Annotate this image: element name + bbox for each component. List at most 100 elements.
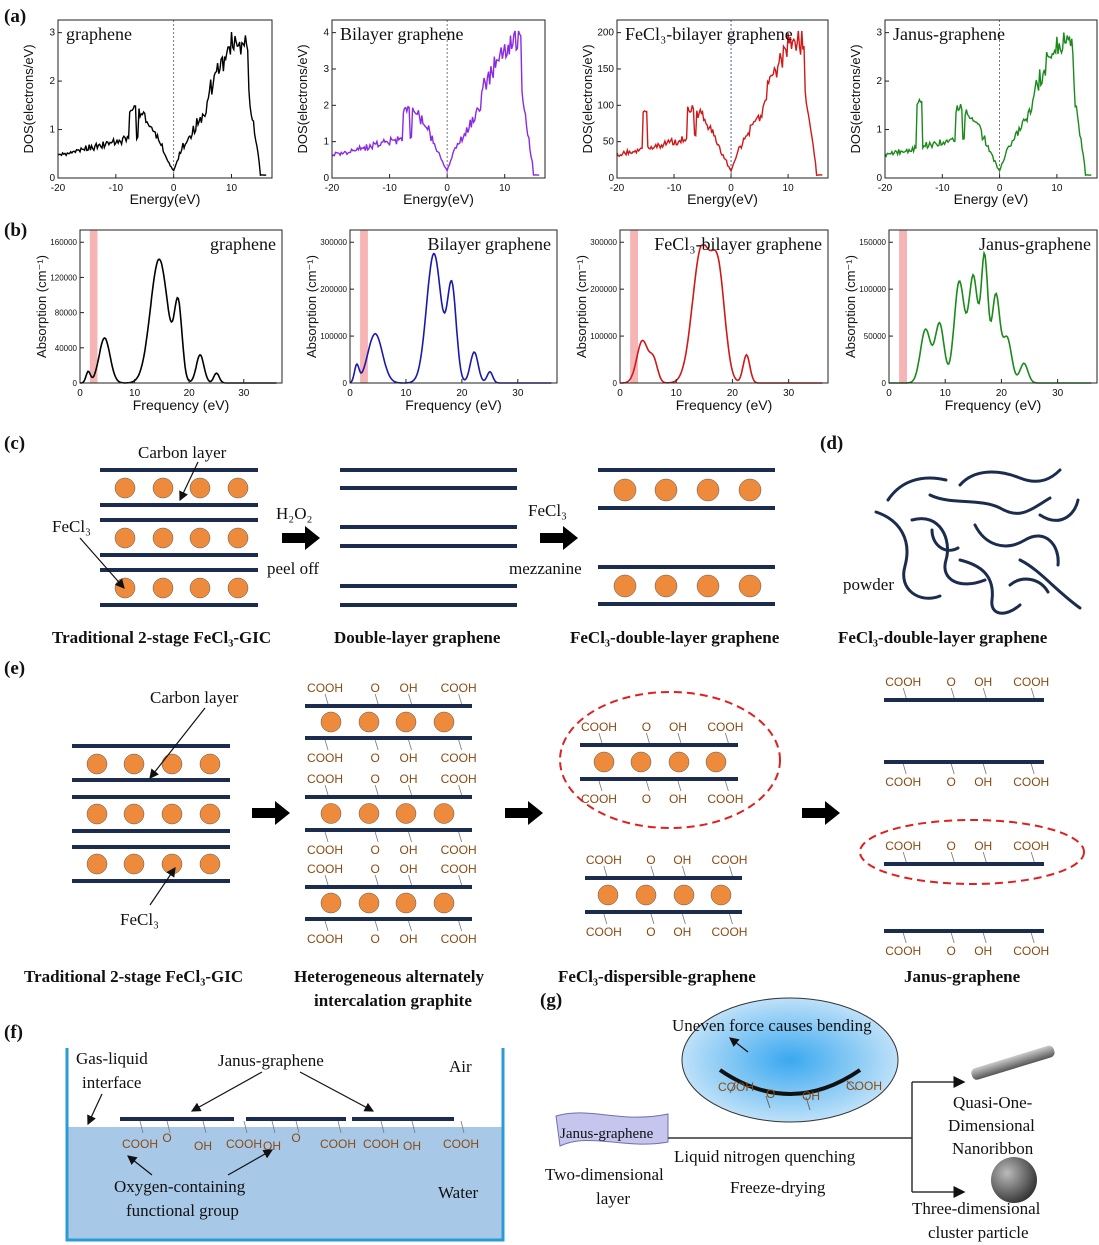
panel-label-e: (e) xyxy=(4,658,25,679)
group-bond xyxy=(324,874,329,886)
highlight-ellipse xyxy=(859,819,1085,885)
fecl3-particle xyxy=(189,577,211,599)
oh-group: OH xyxy=(802,1089,820,1103)
group-bond xyxy=(295,1120,300,1134)
group-bond xyxy=(374,874,379,886)
group-bond xyxy=(1030,687,1035,699)
group-bond xyxy=(408,920,412,932)
x-tick-label: 0 xyxy=(728,183,734,194)
fecl3-particle xyxy=(320,892,342,914)
x-tick-label: 30 xyxy=(238,388,250,399)
visible-range-band xyxy=(630,230,638,383)
group-bond xyxy=(724,732,729,744)
fecl3-particle xyxy=(738,478,762,502)
chart-title: Janus-graphene xyxy=(979,234,1091,254)
group-bond xyxy=(460,1120,465,1134)
cooh-group: COOH xyxy=(443,1137,479,1151)
arrow-right-icon xyxy=(802,801,840,825)
group-bond xyxy=(1030,851,1035,863)
dos-curve xyxy=(884,32,1092,176)
fecl3-particle xyxy=(613,574,637,598)
cooh-group: COOH xyxy=(320,1137,356,1151)
visible-range-band xyxy=(360,230,368,383)
cooh-group: COOH xyxy=(846,1079,882,1093)
plot-frame xyxy=(57,19,273,179)
oh-group: OH xyxy=(400,932,418,946)
group-bond xyxy=(950,763,955,775)
cooh-group: COOH xyxy=(122,1137,158,1151)
x-tick-label: 0 xyxy=(171,183,177,194)
powder-strand xyxy=(910,517,987,586)
group-bond xyxy=(408,693,412,705)
group-bond xyxy=(166,1120,171,1134)
fecl3-particle xyxy=(86,753,108,775)
group-bond xyxy=(603,913,608,925)
group-bond xyxy=(374,831,379,843)
fecl3-particle xyxy=(161,853,183,875)
x-tick-label: 30 xyxy=(783,388,795,399)
group-bond xyxy=(805,1096,811,1111)
fecl3-particle xyxy=(395,711,417,733)
cooh-group: COOH xyxy=(307,862,343,876)
cooh-group: COOH xyxy=(885,944,921,958)
x-axis-label: Energy(eV) xyxy=(130,191,201,207)
gas-liquid-label-1: Gas-liquid xyxy=(76,1049,148,1068)
y-tick-label: 50 xyxy=(603,137,615,148)
powder-strand xyxy=(1018,558,1082,610)
x-tick-label: 0 xyxy=(77,388,83,399)
cooh-group: COOH xyxy=(307,772,343,786)
cooh-group: COOH xyxy=(363,1137,399,1151)
visible-range-band xyxy=(89,230,98,383)
group-bond xyxy=(458,831,463,843)
freeze-label: Freeze-drying xyxy=(730,1178,826,1197)
fecl3-particle xyxy=(593,751,615,773)
powder-label: powder xyxy=(843,575,894,594)
carbon-layer-label: Carbon layer xyxy=(138,443,227,462)
o-group: O xyxy=(646,853,655,867)
y-tick-label: 160000 xyxy=(50,238,77,247)
x-tick-label: -10 xyxy=(935,183,950,194)
oh-group: OH xyxy=(400,751,418,765)
fecl3-particle xyxy=(86,853,108,875)
o-group: O xyxy=(947,944,956,958)
panel-label-c: (c) xyxy=(4,433,25,454)
x-tick-label: 10 xyxy=(226,183,238,194)
oxygen-group-label-1: Oxygen-containing xyxy=(114,1177,246,1196)
highlight-ellipse xyxy=(559,691,781,829)
powder-strand xyxy=(930,528,960,552)
fecl3-particle xyxy=(152,477,174,499)
nanoribbon-icon xyxy=(971,1045,1055,1080)
fecl3-particle xyxy=(433,711,455,733)
y-tick-label: 80000 xyxy=(55,309,78,318)
group-bond xyxy=(845,1079,857,1091)
group-bond xyxy=(374,693,379,705)
janus-sheet-label: Janus-graphene xyxy=(560,1126,654,1142)
group-arrow xyxy=(227,1149,274,1176)
group-bond xyxy=(950,687,955,699)
o-group: O xyxy=(370,751,379,765)
group-bond xyxy=(458,920,463,932)
powder-strand xyxy=(973,523,1060,567)
cooh-group: COOH xyxy=(586,853,622,867)
dos-curve xyxy=(57,31,267,177)
heterogeneous-stack: COOH O OH COOH COOH O OH COOH COOH O OH COOH COOH O OH… xyxy=(305,681,477,946)
group-bond xyxy=(645,780,650,792)
group-bond xyxy=(645,732,650,744)
y-tick-label: 40000 xyxy=(55,344,78,353)
caption-c2: Double-layer graphene xyxy=(334,628,501,647)
group-bond xyxy=(408,831,412,843)
fecl3-particle xyxy=(395,803,417,824)
x-tick-label: 20 xyxy=(456,388,468,399)
group-bond xyxy=(202,1120,207,1134)
powder-strand xyxy=(958,558,1022,615)
fecl3-reagent-label: FeCl₃ xyxy=(528,501,567,520)
fecl3-particle xyxy=(395,892,417,914)
cooh-group: COOH xyxy=(707,720,743,734)
group-bond xyxy=(408,874,412,886)
plot-frame xyxy=(616,19,829,179)
group-bond xyxy=(324,693,329,705)
oh-group: OH xyxy=(194,1139,212,1153)
group-bond xyxy=(902,851,907,863)
dos-charts: -20 -10 0 100123Energy(eV)DOS(electrons/eV)… xyxy=(21,19,1098,207)
fecl3-particle xyxy=(227,527,249,549)
